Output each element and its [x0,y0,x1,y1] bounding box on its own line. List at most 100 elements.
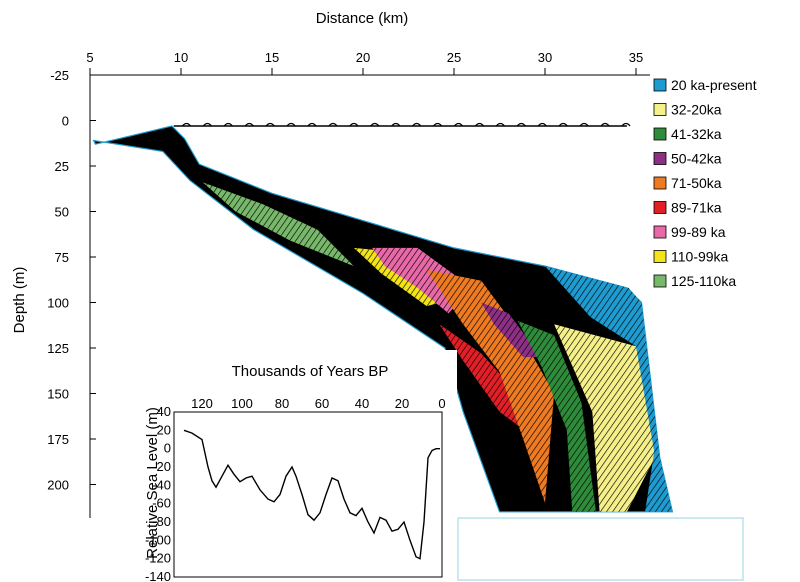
inset-y-ticks: 40 20 0 -20 -40 -60 -80 -100 -120 -140 [145,404,171,582]
unit-50-42ka [481,302,542,358]
y-tick-label: 75 [55,250,69,265]
unit-hatch [517,320,596,512]
y-tick-label: 0 [62,114,69,129]
unit-hatch [202,182,354,267]
inset-x-tick-label: 80 [275,396,289,411]
inset-y-tick-label: -140 [145,569,171,582]
inset-x-tick-label: 20 [395,396,409,411]
legend-swatch [653,274,667,288]
legend-label: 89-71ka [671,200,722,216]
x-tick-label: 5 [86,50,93,65]
blank-note-box [457,517,744,581]
legend-item: 41-32ka [653,126,722,142]
x-tick-label: 10 [174,50,188,65]
unit-41-32ka [517,320,596,512]
legend-swatch [653,152,667,165]
x-tick-label: 20 [356,50,370,65]
y-tick-label: 175 [47,432,69,447]
y-axis-ticks: -25 0 25 50 75 100 125 150 175 200 [47,68,96,493]
legend-swatch [653,250,667,263]
sea-level-curve [183,429,440,560]
inset-title: Thousands of Years BP [232,363,389,380]
legend-item: 20 ka-present [653,77,757,93]
sea-level-wave [516,122,526,127]
sea-level-wave [286,122,296,127]
y-tick-label: 25 [55,159,69,174]
unit-hatch [554,324,658,512]
legend-item: 99-89 ka [653,224,726,240]
y-tick-label: 200 [47,478,69,493]
legend-label: 20 ka-present [671,77,757,93]
sea-level-wave-marks [181,122,631,127]
x-axis-ticks: 5 10 15 20 25 30 35 [86,50,643,75]
sea-level-wave [433,122,443,127]
inset-y-tick-label: -60 [152,496,171,511]
sea-level-wave [244,122,254,127]
unit-32-20ka [554,324,658,512]
legend: 20 ka-present 32-20ka 41-32ka 50-42ka 71-50k… [653,77,757,289]
sea-level-wave [600,122,610,127]
y-tick-label: 100 [47,296,69,311]
inset-x-tick-label: 40 [355,396,369,411]
legend-swatch [653,78,667,92]
y-tick-label: 125 [47,341,69,356]
y-tick-label: 50 [55,205,69,220]
inset-x-tick-label: 0 [438,396,445,411]
sea-level-wave [453,122,464,127]
x-axis-title: Distance (km) [316,10,409,27]
sea-level-inset-chart: Thousands of Years BP Relative Sea Level… [137,350,457,582]
sea-level-wave [307,122,317,127]
sea-level-wave [412,122,422,127]
inset-y-tick-label: -40 [152,477,171,492]
sea-level-wave [223,122,233,127]
unit-hatch [439,324,536,439]
legend-label: 99-89 ka [671,224,726,240]
sea-level-wave [495,122,505,127]
x-tick-label: 30 [538,50,552,65]
legend-label: 110-99ka [671,249,729,265]
inset-x-tick-label: 100 [231,396,253,411]
legend-label: 71-50ka [671,175,722,191]
inset-y-tick-label: -80 [152,514,171,529]
legend-item: 50-42ka [653,151,722,167]
sea-level-wave [558,122,568,127]
unit-hatch [545,266,673,512]
legend-swatch [653,225,667,239]
legend-item: 32-20ka [653,102,722,118]
inset-x-tick-label: 60 [315,396,329,411]
stratigraphic-units [202,182,673,512]
inset-y-tick-label: 0 [164,441,171,456]
legend-swatch [653,176,667,190]
legend-label: 125-110ka [671,273,736,289]
y-tick-label: 150 [47,387,69,402]
unit-20-ka-present [545,266,673,512]
sea-level-wave [474,122,485,127]
legend-label: 41-32ka [671,126,722,142]
unit-125-110ka [202,182,354,267]
sea-level-wave [328,122,338,127]
legend-item: 125-110ka [653,273,736,289]
x-tick-label: 35 [629,50,643,65]
inset-x-tick-label: 120 [191,396,213,411]
legend-item: 110-99ka [653,249,729,265]
sea-level-wave [579,122,589,127]
legend-label: 32-20ka [671,102,722,118]
y-tick-label: -25 [50,68,69,83]
inset-x-ticks: 120 100 80 60 40 20 0 [191,396,445,411]
inset-y-tick-label: 20 [157,422,171,437]
y-axis-title: Depth (m) [11,267,28,334]
inset-y-tick-label: -20 [152,459,171,474]
legend-item: 71-50ka [653,175,722,191]
sea-level-wave [265,122,275,127]
depth-section-chart: 5 10 15 20 25 30 35 -250255075100125150175200 … [11,10,744,581]
inset-y-axis-title: Relative Sea Level (m) [144,407,161,559]
x-tick-label: 25 [447,50,461,65]
unit-89-71ka [439,324,536,439]
inset-plot-frame [173,411,443,578]
sea-level-wave [370,122,380,127]
sea-level-wave [349,122,359,127]
sea-level-wave [202,122,212,127]
legend-swatch [653,201,667,214]
sea-level-wave [621,122,631,127]
